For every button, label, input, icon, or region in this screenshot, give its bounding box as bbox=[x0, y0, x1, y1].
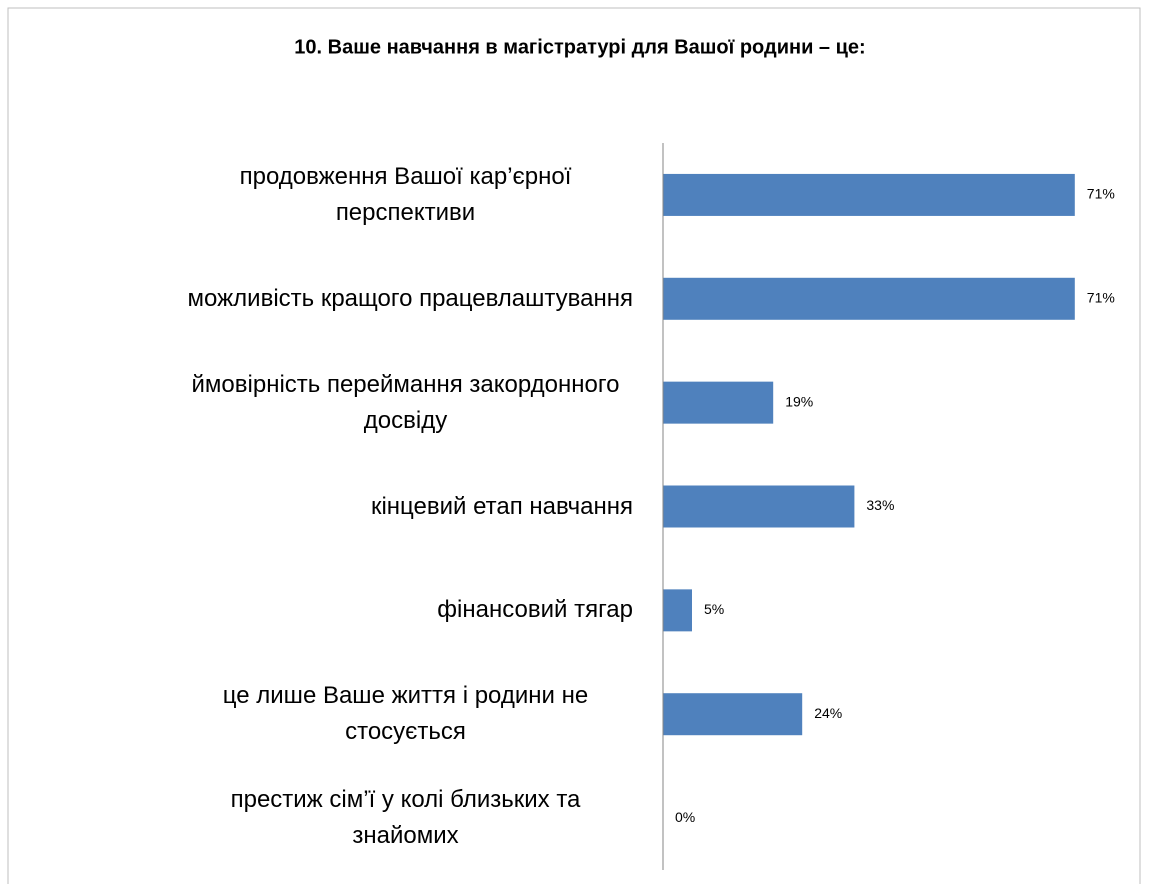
category-label: фінансовий тягар bbox=[437, 596, 633, 624]
bar bbox=[663, 693, 803, 736]
category-label: кінцевий етап навчання bbox=[370, 492, 633, 520]
bar bbox=[663, 381, 774, 424]
value-label: 19% bbox=[785, 393, 813, 409]
category-label-box: кінцевий етап навчання bbox=[153, 489, 633, 525]
value-label: 5% bbox=[704, 601, 724, 617]
category-label-box: фінансовий тягар bbox=[153, 592, 633, 628]
category-label: престиж сім’ї у колі близьких та знайоми… bbox=[230, 786, 581, 850]
category-label: продовження Вашої кар’єрної перспективи bbox=[239, 162, 572, 226]
bar bbox=[663, 589, 692, 632]
category-label-box: ймовірність переймання закордонного досв… bbox=[153, 367, 633, 439]
category-label: ймовірність переймання закордонного досв… bbox=[191, 370, 620, 434]
value-label: 33% bbox=[866, 497, 894, 513]
value-label: 71% bbox=[1087, 289, 1115, 305]
value-label: 24% bbox=[814, 705, 842, 721]
bar bbox=[663, 485, 855, 528]
category-label-box: престиж сім’ї у колі близьких та знайоми… bbox=[153, 782, 633, 854]
value-label: 0% bbox=[675, 809, 695, 825]
category-label: можливість кращого працевлаштування bbox=[187, 284, 633, 312]
chart-border bbox=[7, 7, 1141, 884]
category-label-box: можливість кращого працевлаштування bbox=[153, 281, 633, 317]
category-label-box: продовження Вашої кар’єрної перспективи bbox=[153, 159, 633, 231]
bar bbox=[663, 173, 1075, 216]
bar bbox=[663, 277, 1075, 320]
value-label: 71% bbox=[1087, 186, 1115, 202]
chart-title: 10. Ваше навчання в магістратурі для Ваш… bbox=[294, 36, 865, 58]
category-label-box: це лише Ваше життя і родини не стосуєтьс… bbox=[153, 678, 633, 750]
category-label: це лише Ваше життя і родини не стосуєтьс… bbox=[222, 682, 589, 746]
